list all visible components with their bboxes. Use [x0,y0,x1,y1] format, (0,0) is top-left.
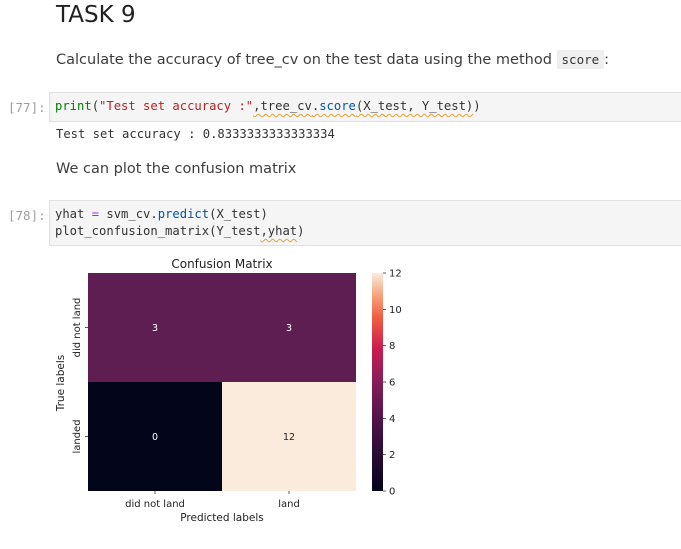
code-token: = [91,207,100,221]
colorbar [372,273,383,491]
code-token: score [319,99,356,113]
instruction-suffix: : [604,52,610,68]
x-tick-label: land [278,499,300,510]
code-token: svm_cv. [99,207,158,221]
instruction-text: Calculate the accuracy of tree_cv on the… [56,52,552,68]
y-tick-label: did not land [72,298,83,358]
code-token: ( [91,99,100,113]
code-cell-77[interactable]: print("Test set accuracy :",tree_cv.scor… [49,92,681,122]
x-tick-label: did not land [125,499,185,510]
cell-prompt-77: [77]: [8,100,46,115]
heatmap-cell [222,382,356,491]
code-token: (X_test, Y_test) [355,99,474,113]
colorbar-tick-label: 2 [389,450,395,461]
colorbar-tick-label: 12 [389,269,402,280]
cell-77-output: Test set accuracy : 0.8333333333333334 [56,127,335,141]
code-token: . [311,99,320,113]
code-token: print [55,99,92,113]
colorbar-tick-label: 10 [389,305,402,316]
plot-description: We can plot the confusion matrix [56,161,297,177]
code-token: tree_cv [260,99,312,113]
code-token: , [253,99,261,113]
code-token: predict [157,207,210,221]
code-token: yhat [55,207,92,221]
code-cell-78[interactable]: yhat = svm_cv.predict(X_test) plot_confu… [49,200,681,246]
code-token: ) [297,224,305,238]
task-instruction: Calculate the accuracy of tree_cv on the… [56,50,610,69]
heatmap-cell [88,382,222,491]
inline-code-score: score [556,50,605,69]
code-token: plot_confusion_matrix(Y_test [55,224,261,238]
code-token: ) [473,99,481,113]
colorbar-tick-label: 4 [389,414,395,425]
task-heading: TASK 9 [56,2,136,28]
y-axis-label: True labels [55,355,67,413]
cell-value-label: 3 [152,323,158,334]
cell-value-label: 3 [286,323,292,334]
colorbar-tick-label: 0 [389,487,395,498]
cell-value-label: 0 [152,432,158,443]
code-token-linted: ,yhat [260,224,298,238]
confusion-matrix-chart: Confusion Matrix 3 30 12 did not land land … [55,257,402,524]
colorbar-tick-label: 8 [389,341,395,352]
chart-title: Confusion Matrix [171,257,272,271]
heatmap-cell [88,273,222,382]
x-axis-label: Predicted labels [180,512,264,524]
cell-value-label: 12 [283,432,295,443]
y-tick-label: landed [72,419,83,453]
cell-prompt-78: [78]: [8,208,46,223]
colorbar-tick-label: 6 [389,378,395,389]
code-token: "Test set accuracy :" [99,99,254,113]
code-token: (X_test) [209,207,268,221]
heatmap-cell [222,273,356,382]
code-token-linted: ,tree_cv.score(X_test, Y_test) [253,99,473,113]
